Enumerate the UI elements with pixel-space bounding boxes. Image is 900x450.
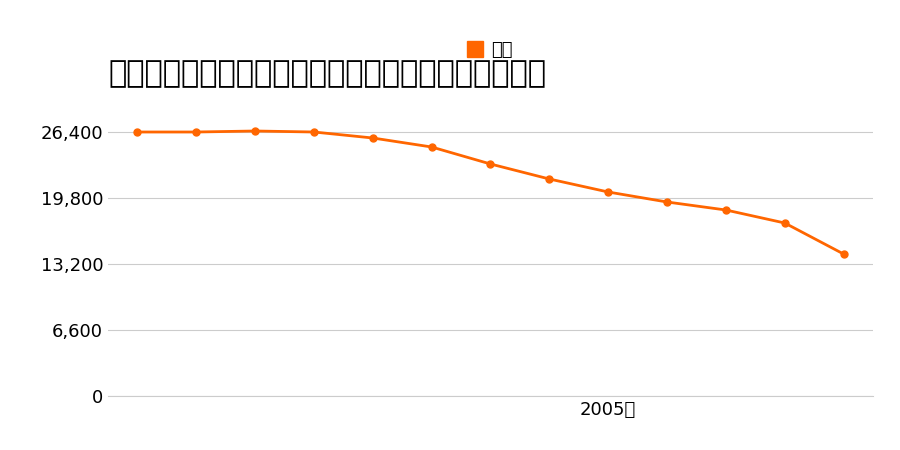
Text: 宮城県伊具郡丸森町字大舘１丁目ﾙ８番外の地価推移: 宮城県伊具郡丸森町字大舘１丁目ﾙ８番外の地価推移 <box>108 59 546 88</box>
Legend: 価格: 価格 <box>461 34 520 66</box>
